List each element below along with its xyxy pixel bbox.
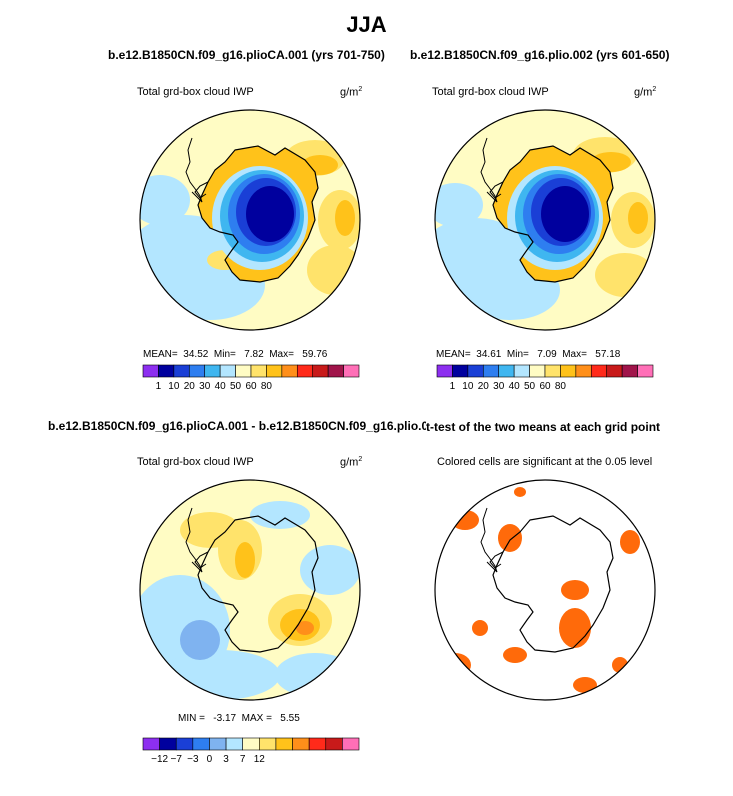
panel1-legend-tick: 50 — [230, 381, 242, 392]
panel3-legend: −12 −7 −3 0 3 7 12 — [142, 737, 360, 765]
panel1-stats: MEAN= 34.52 Min= 7.82 Max= 59.76 — [143, 349, 328, 360]
panel1-legend-swatch — [327, 364, 344, 378]
panel2-legend-swatch — [498, 364, 515, 378]
panel2-legend-swatch — [529, 364, 546, 378]
panel3-legend-tick: −12 — [151, 754, 168, 765]
panel2-units: g/m2 — [634, 86, 657, 99]
panel3-legend-swatch — [242, 737, 260, 751]
panel3-legend-swatch — [325, 737, 343, 751]
panel3-legend-swatch — [308, 737, 327, 751]
panel3-legend-swatch — [192, 737, 210, 751]
panel3-units: g/m2 — [340, 456, 363, 469]
panel3-legend-swatch — [275, 737, 293, 751]
panel1-legend: 1 10 20 30 40 50 60 80 — [142, 364, 360, 392]
panel1-map — [139, 109, 361, 331]
panel3-title: b.e12.B1850CN.f09_g16.plioCA.001 - b.e12… — [48, 419, 442, 433]
panel4-title: t-test of the two means at each grid poi… — [426, 420, 661, 434]
panel3-stats: MIN = -3.17 MAX = 5.55 — [178, 713, 300, 724]
panel1-legend-tick: 10 — [168, 381, 180, 392]
panel2-legend-swatch — [544, 364, 561, 378]
panel2-legend-swatch — [606, 364, 623, 378]
panel3-legend-tick: 12 — [254, 754, 266, 765]
panel2-legend-swatch — [513, 364, 530, 378]
panel2-legend-tick: 30 — [493, 381, 505, 392]
panel1-legend-tick: 80 — [261, 381, 273, 392]
panel2-legend-tick: 40 — [509, 381, 521, 392]
panel2-legend-tick: 80 — [555, 381, 567, 392]
panel3-legend-swatch — [209, 737, 227, 751]
panel4-map — [434, 479, 656, 701]
panel2-legend-tick: 50 — [524, 381, 536, 392]
panel1-legend-swatch — [158, 364, 175, 378]
panel1-legend-tick: 30 — [199, 381, 211, 392]
panel1-legend-swatch — [142, 364, 159, 378]
panel2-legend-swatch — [452, 364, 469, 378]
panel2-legend-swatch — [467, 364, 484, 378]
panel3-legend-swatch — [259, 737, 277, 751]
panel3-variable: Total grd-box cloud IWP — [137, 456, 254, 468]
panel1-legend-swatch — [312, 364, 329, 378]
panel2-variable: Total grd-box cloud IWP — [432, 86, 549, 98]
panel3-legend-tick: 7 — [240, 754, 246, 765]
panel1-legend-swatch — [296, 364, 314, 378]
panel1-legend-tick: 20 — [184, 381, 196, 392]
panel2-legend-swatch — [621, 364, 638, 378]
panel1-legend-swatch — [250, 364, 267, 378]
panel3-legend-tick: −3 — [187, 754, 199, 765]
panel1-legend-swatch — [343, 364, 360, 378]
panel1-title: b.e12.B1850CN.f09_g16.plioCA.001 (yrs 70… — [108, 48, 385, 62]
panel1-legend-swatch — [266, 364, 283, 378]
panel3-legend-tick: −7 — [171, 754, 183, 765]
panel2-legend-swatch — [575, 364, 592, 378]
panel2-stats: MEAN= 34.61 Min= 7.09 Max= 57.18 — [436, 349, 621, 360]
panel3-legend-swatch — [292, 737, 310, 751]
panel1-legend-swatch — [204, 364, 221, 378]
panel2-legend-tick: 60 — [539, 381, 551, 392]
panel1-legend-tick: 40 — [215, 381, 227, 392]
panel1-variable: Total grd-box cloud IWP — [137, 86, 254, 98]
panel1-legend-swatch — [173, 364, 190, 378]
panel1-legend-swatch — [219, 364, 236, 378]
panel2-legend-swatch — [436, 364, 453, 378]
panel3-legend-swatch — [142, 737, 160, 751]
panel2-map — [434, 109, 656, 331]
panel2-legend-tick: 10 — [462, 381, 474, 392]
panel2-legend-swatch — [560, 364, 577, 378]
panel2-legend-swatch — [482, 364, 500, 378]
panel3-legend-swatch — [175, 737, 194, 751]
panel2-legend: 1 10 20 30 40 50 60 80 — [436, 364, 654, 392]
panel1-legend-tick: 1 — [156, 381, 162, 392]
panel3-legend-tick: 0 — [207, 754, 213, 765]
panel2-title: b.e12.B1850CN.f09_g16.plio.002 (yrs 601-… — [410, 48, 670, 62]
panel2-legend-swatch — [637, 364, 654, 378]
panel3-map — [139, 479, 361, 701]
panel1-legend-swatch — [235, 364, 252, 378]
panel3-legend-swatch — [159, 737, 177, 751]
panel2-legend-swatch — [590, 364, 608, 378]
panel3-legend-swatch — [225, 737, 243, 751]
panel1-legend-tick: 60 — [245, 381, 257, 392]
panel1-units: g/m2 — [340, 86, 363, 99]
panel2-legend-tick: 1 — [450, 381, 456, 392]
panel1-legend-swatch — [188, 364, 206, 378]
figure-title: JJA — [346, 12, 387, 37]
panel4-subtitle: Colored cells are significant at the 0.0… — [437, 456, 653, 468]
panel2-legend-tick: 20 — [478, 381, 490, 392]
panel1-legend-swatch — [281, 364, 298, 378]
panel3-legend-tick: 3 — [223, 754, 229, 765]
panel3-legend-swatch — [342, 737, 360, 751]
